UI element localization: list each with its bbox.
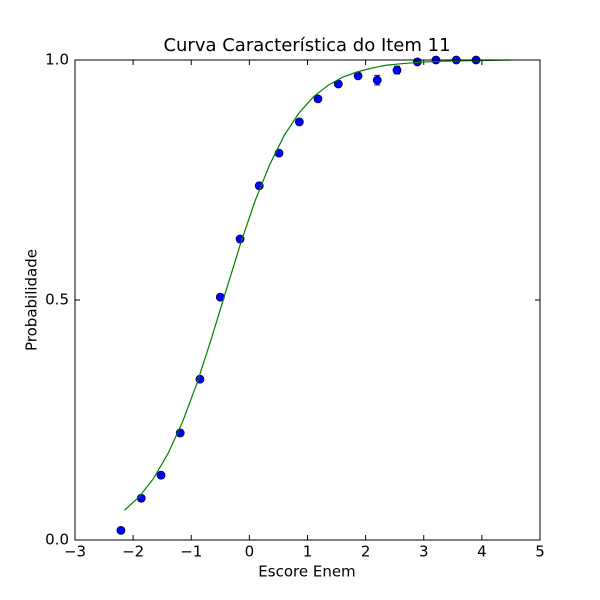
point [313, 94, 323, 104]
y-tick-label: 0.5 [45, 291, 69, 309]
x-tick-label: −2 [122, 543, 144, 561]
y-tick-label: 1.0 [45, 51, 69, 69]
y-tick-label: 0.0 [45, 531, 69, 549]
x-tick-label: 5 [535, 543, 545, 561]
x-tick-label: 3 [419, 543, 429, 561]
x-tick-label: 4 [477, 543, 487, 561]
x-tick-label: 0 [245, 543, 255, 561]
y-axis-label: Probabilidade [23, 249, 41, 351]
point [156, 470, 166, 480]
point [294, 117, 304, 127]
plot-frame [74, 59, 541, 541]
point [372, 75, 382, 85]
curve [124, 59, 511, 511]
x-axis-label: Escore Enem [258, 563, 355, 581]
x-tick-label: −1 [180, 543, 202, 561]
x-tick-label: 2 [361, 543, 371, 561]
x-tick-label: −3 [64, 543, 86, 561]
chart-title: Curva Característica do Item 11 [163, 35, 450, 56]
x-tick-label: 1 [303, 543, 313, 561]
point [116, 526, 126, 535]
point [392, 65, 402, 75]
